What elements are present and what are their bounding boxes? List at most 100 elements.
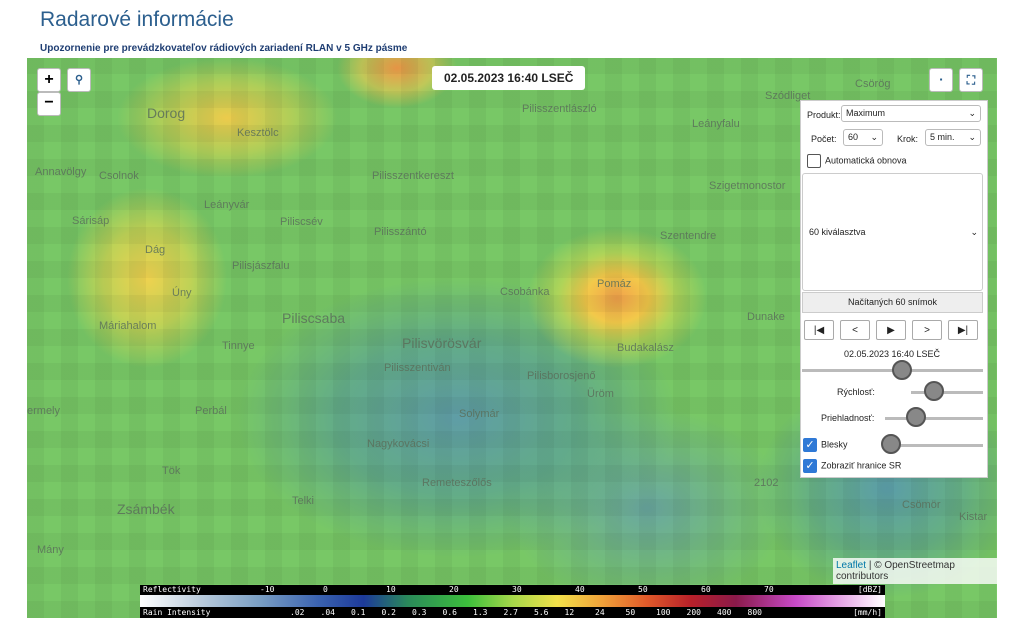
search[interactable]: ⚲ (67, 68, 91, 92)
place-label: Szentendre (660, 230, 717, 242)
place-label: Kistar (959, 511, 988, 523)
attribution: Leaflet | © OpenStreetmap contributors (833, 558, 997, 584)
rain-tick: 0.3 (412, 608, 427, 617)
place-label: Dág (145, 244, 166, 256)
play-button[interactable]: ▶ (876, 320, 906, 340)
first-button[interactable]: |◀ (804, 320, 834, 340)
rain-unit: [mm/h] (853, 608, 882, 617)
place-label: Leányvár (204, 199, 250, 211)
rain-tick: 0.6 (442, 608, 457, 617)
step-label: Krok: (897, 134, 919, 144)
reflectivity-unit: [dBZ] (857, 585, 882, 594)
opacity-track[interactable] (885, 417, 983, 420)
lightning-knob[interactable] (881, 434, 901, 454)
place-label: Pomáz (597, 278, 632, 290)
timestamp: 02.05.2023 16:40 LSEČ (432, 66, 586, 90)
legend: Reflectivity [dBZ] Rain Intensity [mm/h]… (140, 585, 885, 618)
checkbox[interactable]: ✓ (803, 438, 817, 452)
place-label: Csörög (855, 78, 891, 90)
reflectivity-tick: -10 (260, 585, 275, 594)
place-label: Pilisszántó (374, 226, 427, 238)
rain-tick: 200 (686, 608, 701, 617)
reflectivity-tick: 60 (701, 585, 711, 594)
place-label: Sárisáp (72, 215, 110, 227)
product-label: Produkt: (807, 110, 841, 120)
auto-refresh[interactable]: Automatická obnova (807, 154, 907, 168)
color-scale (140, 595, 885, 607)
attribution-text: | © OpenStreetmap contributors (836, 560, 955, 582)
rain-tick: 0.1 (351, 608, 366, 617)
reflectivity-tick: 50 (638, 585, 648, 594)
place-label: Tinnye (222, 340, 255, 352)
auto-refresh-label: Automatická obnova (825, 155, 907, 166)
prev-button[interactable]: < (840, 320, 870, 340)
time-knob[interactable] (892, 360, 912, 380)
checkbox[interactable]: ✓ (803, 459, 817, 473)
last-button[interactable]: ▶| (948, 320, 978, 340)
product-value: Maximum (846, 108, 886, 118)
checkbox[interactable] (807, 154, 821, 168)
speed-label: Rýchlosť: (837, 387, 875, 397)
page-title: Radarové informácie (40, 8, 234, 31)
reflectivity-tick: 70 (764, 585, 774, 594)
rain-tick: 24 (595, 608, 605, 617)
place-label: Csömör (902, 499, 941, 511)
rain-tick: .04 (320, 608, 335, 617)
place-label: Csobánka (500, 286, 550, 298)
zoom-out[interactable]: − (37, 92, 61, 116)
frame-select[interactable]: 60 kiválasztva ⌄ (802, 173, 983, 291)
step-value: 5 min. (930, 132, 955, 142)
panel-toggle[interactable]: ▪ (929, 68, 953, 92)
place-label: 2102 (754, 477, 779, 489)
control-panel: Produkt: Maximum ⌄ Počet: 60 ⌄ Krok: 5 min… (800, 100, 988, 478)
rain-tick: 800 (747, 608, 762, 617)
fullscreen[interactable]: ⛶ (959, 68, 983, 92)
opacity-label: Priehladnosť: (821, 413, 875, 423)
place-label: Dunake (747, 311, 785, 323)
place-label: Pilisszentiván (384, 362, 451, 374)
place-label: Nagykovácsi (367, 438, 430, 450)
rain-tick: 12 (564, 608, 575, 617)
rain-tick: .02 (290, 608, 305, 617)
place-label: Piliscsaba (282, 310, 346, 326)
zoom-in[interactable]: + (37, 68, 61, 92)
place-label: Üröm (587, 388, 614, 400)
place-label: Dorog (147, 105, 186, 121)
place-label: Pilisszentkereszt (372, 170, 454, 182)
reflectivity-label: Reflectivity (143, 585, 201, 594)
place-label: Remeteszőlős (422, 477, 492, 489)
rain-tick: 1.3 (473, 608, 488, 617)
notice-link[interactable]: Upozornenie pre prevádzkovateľov rádiový… (40, 43, 408, 54)
place-label: Szódliget (765, 90, 811, 102)
place-label: Piliscsév (280, 216, 323, 228)
place-label: Pilisborosjenő (527, 370, 596, 382)
speed-knob[interactable] (924, 381, 944, 401)
borders-toggle[interactable]: ✓ Zobraziť hranice SR (803, 459, 901, 473)
speed-track[interactable] (911, 391, 983, 394)
place-label: Szigetmonostor (709, 180, 786, 192)
count-label: Počet: (811, 134, 837, 144)
lightning-track[interactable] (891, 444, 983, 447)
count-select[interactable]: 60 ⌄ (843, 129, 883, 146)
leaflet-link[interactable]: Leaflet (836, 560, 867, 571)
opacity-knob[interactable] (906, 407, 926, 427)
place-label: Annavölgy (35, 166, 87, 178)
step-select[interactable]: 5 min. ⌄ (925, 129, 981, 146)
selection-text: 60 kiválasztva (809, 227, 866, 237)
reflectivity-tick: 0 (323, 585, 328, 594)
place-label: Pilisjászfalu (232, 260, 290, 272)
rain-tick: 400 (717, 608, 732, 617)
next-button[interactable]: > (912, 320, 942, 340)
place-label: Máriahalom (99, 320, 157, 332)
place-label: ermely (27, 405, 61, 417)
lightning-toggle[interactable]: ✓ Blesky (803, 438, 848, 452)
rain-label: Rain Intensity (143, 608, 211, 617)
product-select[interactable]: Maximum ⌄ (841, 105, 981, 122)
reflectivity-tick: 20 (449, 585, 459, 594)
place-label: Pilisszentlászló (522, 103, 597, 115)
reflectivity-tick: 30 (512, 585, 522, 594)
place-label: Pilisvörösvár (402, 335, 482, 351)
loaded-button[interactable]: Načítaných 60 snímok (802, 292, 983, 313)
rain-tick: 2.7 (503, 608, 518, 617)
